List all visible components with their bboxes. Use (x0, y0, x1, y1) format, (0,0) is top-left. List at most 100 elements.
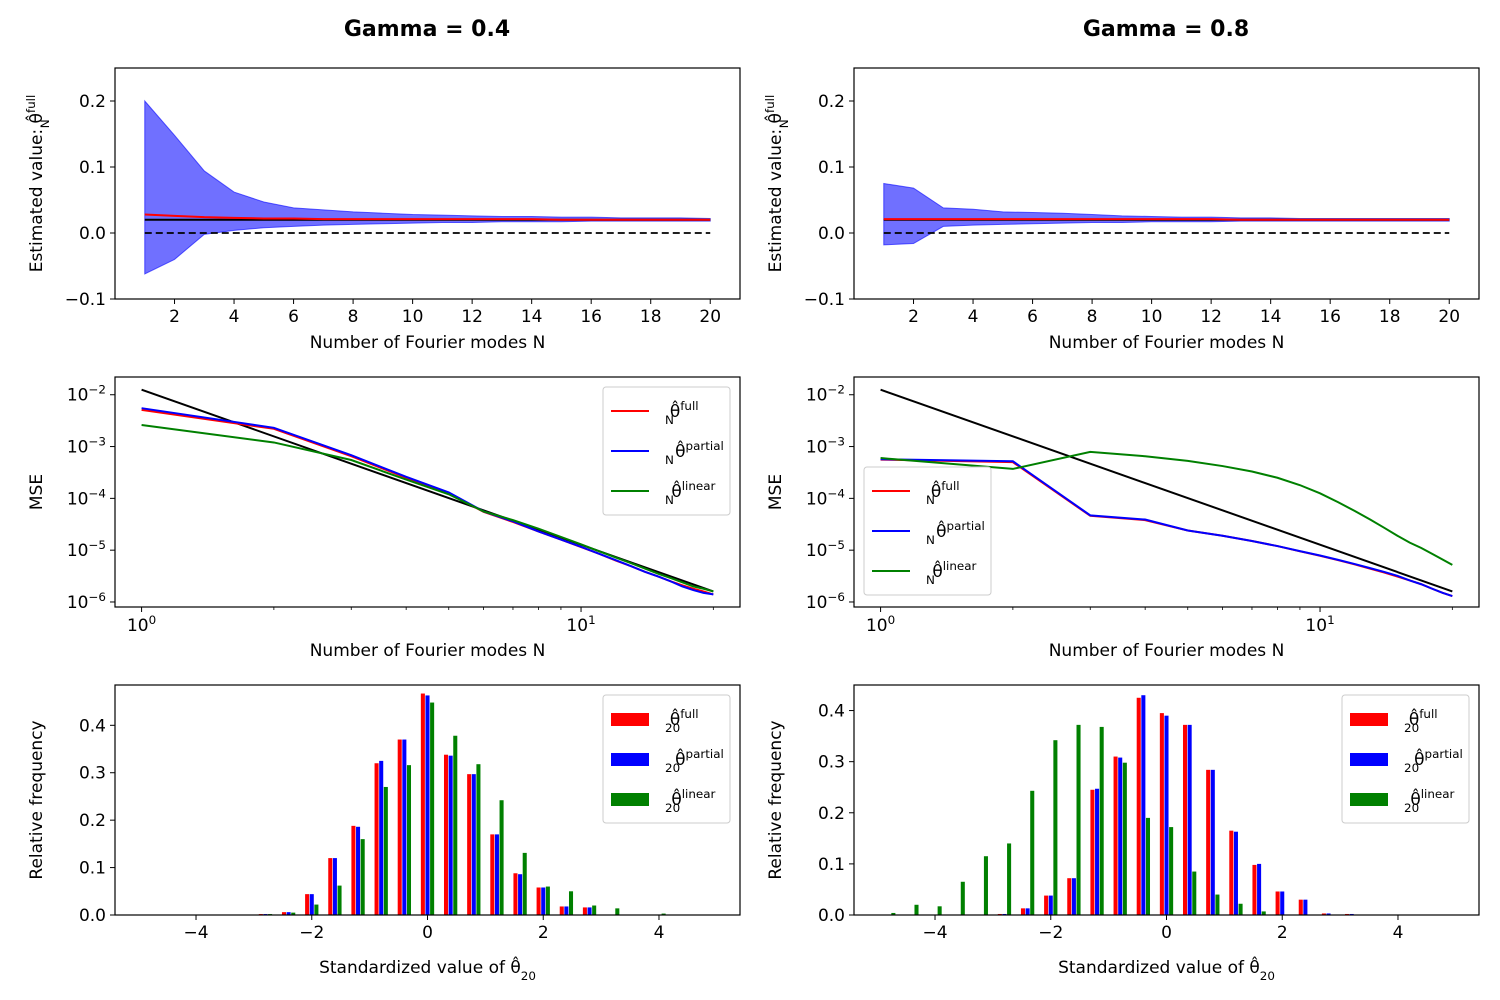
bar-linear (360, 839, 365, 915)
bar-linear (476, 764, 481, 915)
bar-linear (314, 904, 319, 915)
y-tick-label: 0.1 (79, 158, 106, 178)
plot-area (883, 182, 1450, 246)
bar-linear (1122, 762, 1127, 915)
y-tick-label: 10−4 (806, 486, 845, 509)
y-tick-label: 10−4 (67, 486, 106, 509)
legend-swatch-linear (1350, 793, 1388, 806)
x-tick-label: −4 (183, 923, 208, 943)
y-tick-label: 0.2 (818, 804, 845, 824)
x-tick-label: 12 (461, 307, 483, 327)
legend-label-partial: θ̂partial N (665, 439, 724, 467)
bar-full (1067, 878, 1072, 915)
bar-partial (286, 912, 291, 915)
bar-linear (1053, 740, 1058, 915)
legend-swatch-full (611, 713, 649, 726)
panel-est_g08: 2 4 6 8 10 12 14 16 18 20 −0.1 0.0 0.1 0.2 Number of F… (763, 67, 1480, 353)
x-tick-label: 14 (521, 307, 543, 327)
legend: θ̂full N θ̂partial N θ̂linear N (602, 386, 731, 516)
x-tick-label: 2 (169, 307, 180, 327)
plot-area (141, 388, 714, 596)
bar-partial (1164, 715, 1169, 915)
x-tick-label: 8 (1087, 307, 1098, 327)
bar-full (536, 887, 541, 915)
bar-full (1020, 908, 1026, 915)
bar-linear (914, 904, 919, 915)
bar-partial (518, 874, 523, 915)
panel-hist_g08: −4 −2 0 2 4 0.0 0.1 0.2 0.3 0.4 Standardized value… (766, 684, 1480, 983)
x-tick-label: 20 (699, 307, 721, 327)
bar-full (1113, 756, 1118, 915)
legend-label-linear: θ̂linear N (665, 479, 716, 507)
legend-label-full: θ̂full N (665, 399, 699, 427)
bar-linear (1099, 726, 1104, 915)
bar-linear (661, 913, 666, 915)
x-tick-label: 6 (288, 307, 299, 327)
x-tick-label: 16 (1319, 307, 1341, 327)
y-tick-label: 0.2 (79, 811, 106, 831)
bar-full (490, 834, 495, 915)
bar-partial (356, 826, 361, 915)
bar-full (397, 739, 402, 915)
bar-full (1044, 895, 1049, 915)
x-tick-label: 18 (1379, 307, 1401, 327)
bar-full (559, 906, 564, 915)
y-axis-label: MSE (27, 474, 47, 510)
bar-linear (1007, 843, 1012, 915)
x-tick-label: 12 (1200, 307, 1222, 327)
bar-full (1090, 789, 1095, 915)
reference-rate-line (880, 388, 1453, 593)
bar-partial (332, 858, 337, 915)
x-axis-label: Number of Fourier modes N (1049, 641, 1285, 661)
plot-area (880, 388, 1453, 598)
x-tick-label: −2 (1038, 923, 1063, 943)
bar-linear (430, 702, 435, 915)
x-tick-label: 0 (422, 923, 433, 943)
x-tick-label: −2 (299, 923, 324, 943)
x-tick-label: 101 (1305, 613, 1334, 636)
bar-full (305, 894, 310, 915)
bar-partial (309, 894, 314, 915)
y-tick-label: 10−2 (806, 383, 845, 406)
x-tick-label: 2 (1277, 923, 1288, 943)
x-tick-label: 2 (908, 307, 919, 327)
legend-swatch-linear (611, 793, 649, 806)
x-tick-label: −4 (922, 923, 947, 943)
y-tick-label: 0.4 (79, 716, 106, 736)
x-tick-label: 6 (1027, 307, 1038, 327)
bar-full (467, 774, 472, 915)
y-tick-label: −0.1 (804, 290, 845, 310)
bar-full (443, 754, 449, 915)
bar-partial (1210, 769, 1215, 915)
y-tick-label: 10−5 (806, 538, 845, 561)
legend-label-full: θ̂full N (926, 479, 960, 507)
x-tick-label: 4 (229, 307, 240, 327)
bar-partial (1118, 757, 1123, 915)
bar-full (1206, 769, 1211, 915)
bar-partial (494, 834, 499, 915)
bar-linear (1030, 790, 1035, 915)
plot-area (144, 99, 711, 275)
series-line-partial (880, 458, 1453, 598)
panel-hist_g04: −4 −2 0 2 4 0.0 0.1 0.2 0.3 0.4 Standardized value… (27, 684, 741, 983)
bar-linear (1169, 827, 1174, 915)
bar-partial (1048, 895, 1053, 915)
column-title-gamma-0.4: Gamma = 0.4 (344, 17, 510, 42)
legend-swatch-full (1350, 713, 1388, 726)
bar-full (281, 912, 287, 915)
y-tick-label: 10−3 (67, 435, 106, 458)
legend-label-linear: θ̂linear 20 (665, 787, 716, 815)
y-tick-label: 10−6 (67, 590, 106, 613)
y-tick-label: 0.0 (818, 224, 845, 244)
legend-label-partial: θ̂partial 20 (1404, 747, 1463, 775)
bar-linear (337, 885, 342, 915)
y-tick-label: 0.1 (818, 158, 845, 178)
bar-full (1252, 864, 1257, 915)
bar-partial (402, 739, 407, 915)
legend-label-partial: θ̂partial N (926, 519, 985, 547)
x-tick-label: 16 (580, 307, 602, 327)
axes-frame (853, 67, 1480, 300)
bar-linear (1238, 903, 1243, 915)
bar-linear (891, 912, 896, 915)
